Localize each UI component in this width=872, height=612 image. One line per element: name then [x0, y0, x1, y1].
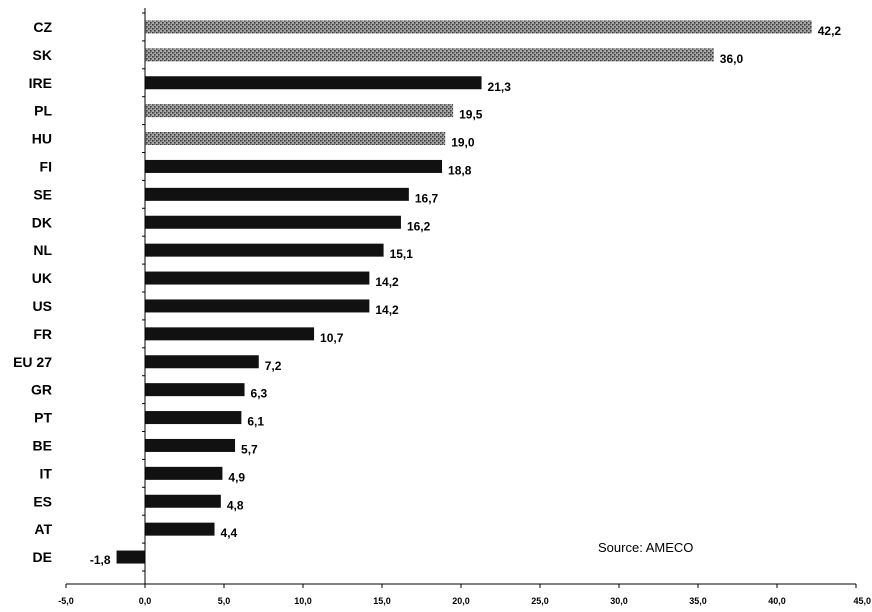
value-label: 16,7	[415, 191, 439, 205]
bar-uk	[145, 271, 370, 285]
bar-gr	[145, 383, 245, 397]
bar-pt	[145, 411, 242, 425]
bar-sk	[145, 48, 714, 62]
category-label: GR	[31, 382, 52, 398]
x-tick-label: 25,0	[531, 596, 549, 606]
category-label: SK	[33, 47, 52, 63]
category-label: PT	[34, 410, 52, 426]
bar-be	[145, 438, 236, 452]
bars-group	[116, 20, 812, 564]
value-label: 14,2	[375, 275, 399, 289]
bar-pl	[145, 104, 454, 118]
value-label: 7,2	[265, 359, 282, 373]
category-label: PL	[34, 103, 52, 119]
category-label: US	[33, 298, 52, 314]
bar-fi	[145, 159, 443, 173]
value-label: 6,1	[247, 415, 264, 429]
category-label: DE	[33, 549, 52, 565]
category-label: NL	[33, 242, 52, 258]
x-tick-label: 45,0	[853, 596, 871, 606]
bar-at	[145, 522, 215, 536]
bar-fr	[145, 327, 315, 341]
x-tick-label: 30,0	[610, 596, 628, 606]
x-tick-label: -5,0	[58, 596, 74, 606]
value-label: 6,3	[251, 387, 268, 401]
category-label: UK	[32, 270, 52, 286]
value-label: 16,2	[407, 219, 431, 233]
labels-group: CZ 42,2 SK 36,0 IRE 21,3 PL 19,5 HU 19,0 FI 18,8 SE 1…	[13, 19, 841, 567]
value-label: 21,3	[488, 80, 512, 94]
bar-se	[145, 187, 409, 201]
value-label: 5,7	[241, 442, 258, 456]
category-label: AT	[34, 521, 52, 537]
bar-hu	[145, 132, 446, 146]
category-label: EU 27	[13, 354, 52, 370]
value-label: 15,1	[390, 247, 414, 261]
value-label: -1,8	[90, 553, 111, 567]
value-label: 4,8	[227, 498, 244, 512]
value-label: 10,7	[320, 331, 344, 345]
value-label: 14,2	[375, 303, 399, 317]
x-tick-label: 0,0	[139, 596, 152, 606]
category-label: IT	[40, 465, 53, 481]
value-label: 42,2	[818, 24, 842, 38]
category-label: DK	[32, 214, 52, 230]
category-label: IRE	[29, 75, 52, 91]
x-tick-label: 20,0	[452, 596, 470, 606]
bar-nl	[145, 243, 384, 257]
x-tick-label: 40,0	[768, 596, 786, 606]
axes-group: -5,0 0,0 5,0 10,0 15,0 20,0 25,0 30,0 35,0 40,0 45…	[58, 8, 871, 606]
category-label: ES	[33, 493, 52, 509]
source-annotation: Source: AMECO	[598, 540, 693, 555]
bar-dk	[145, 215, 401, 229]
category-label: SE	[33, 186, 52, 202]
x-tick-label: 15,0	[373, 596, 391, 606]
category-label: FI	[40, 158, 52, 174]
value-label: 19,0	[451, 136, 475, 150]
value-label: 18,8	[448, 163, 472, 177]
category-label: BE	[33, 437, 52, 453]
category-label: HU	[32, 131, 52, 147]
value-label: 4,4	[221, 526, 238, 540]
bar-es	[145, 494, 221, 508]
bar-de	[116, 550, 145, 564]
value-label: 4,9	[228, 470, 245, 484]
category-label: FR	[33, 326, 52, 342]
bar-us	[145, 299, 370, 313]
bar-eu-27	[145, 355, 259, 369]
x-tick-label: 10,0	[294, 596, 312, 606]
category-label: CZ	[33, 19, 52, 35]
value-label: 36,0	[720, 52, 744, 66]
bar-ire	[145, 76, 482, 90]
value-label: 19,5	[459, 108, 483, 122]
x-tick-label: 5,0	[218, 596, 231, 606]
bar-it	[145, 466, 223, 480]
x-tick-label: 35,0	[689, 596, 707, 606]
bar-cz	[145, 20, 812, 34]
